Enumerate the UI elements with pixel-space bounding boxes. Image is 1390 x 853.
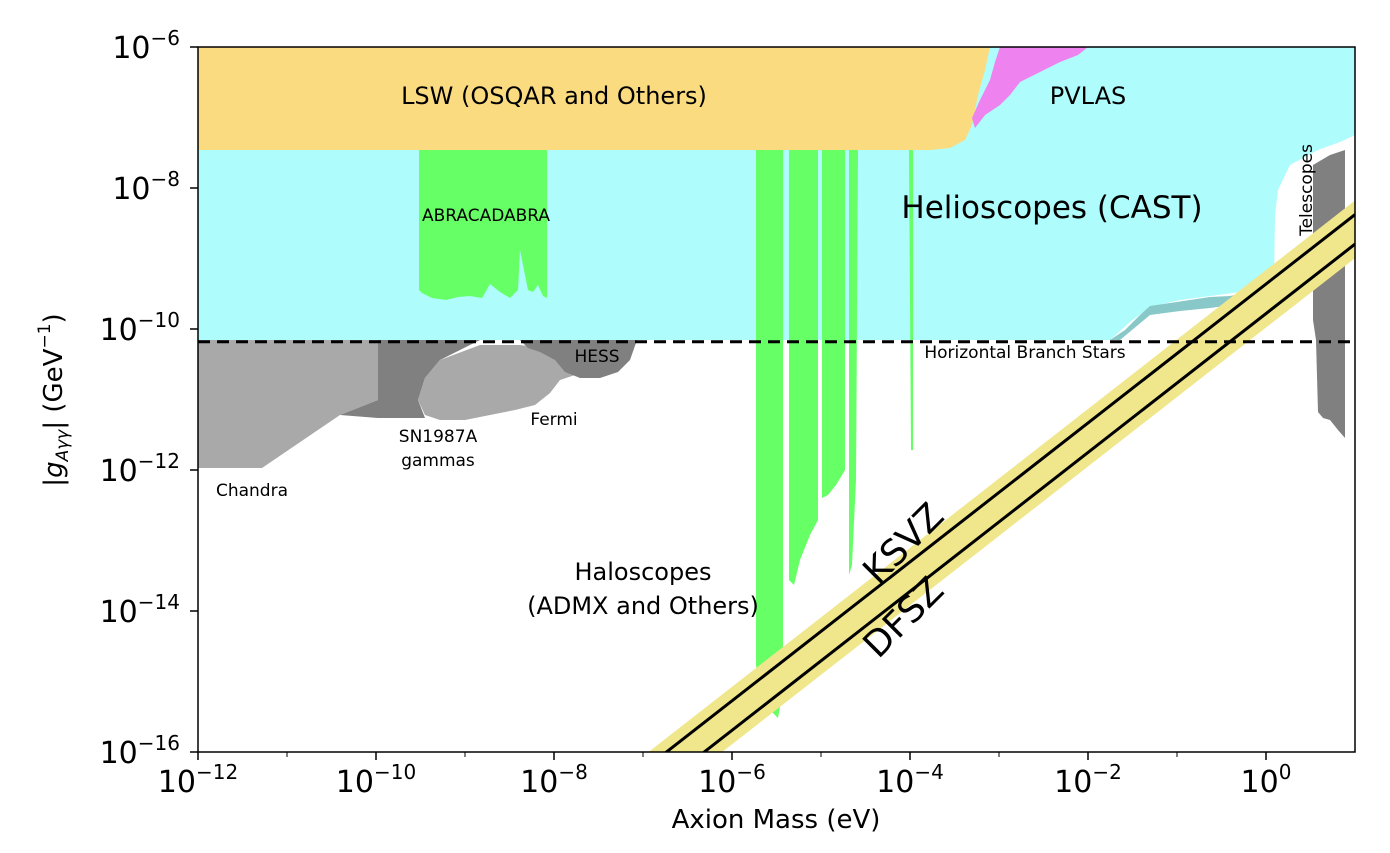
abracadabra-label: ABRACADABRA (422, 206, 550, 226)
y-axis-ticks: 10−16 10−14 10−12 10−10 10−8 10−6 (100, 26, 198, 771)
y-tick-label: 10−8 (112, 167, 180, 207)
y-tick-label: 10−12 (100, 449, 180, 489)
sn1987a-region (340, 340, 480, 418)
chandra-region (198, 340, 378, 468)
y-tick-label: 10−6 (112, 26, 180, 66)
x-axis-title: Axion Mass (eV) (672, 805, 881, 835)
x-tick-label: 100 (1241, 760, 1292, 800)
haloscopes-label-line1: Haloscopes (575, 558, 712, 586)
haloscopes-region (756, 150, 913, 718)
qcd-axion-band (648, 200, 1355, 752)
hess-label: HESS (574, 347, 619, 367)
y-tick-label: 10−10 (100, 308, 180, 348)
x-tick-label: 10−4 (876, 760, 944, 800)
pvlas-region (972, 47, 1088, 128)
lsw-label: LSW (OSQAR and Others) (401, 82, 707, 110)
y-tick-label: 10−14 (100, 590, 180, 630)
hb-label: Horizontal Branch Stars (924, 343, 1125, 363)
regions-layer (198, 47, 1355, 752)
helioscopes-label: Helioscopes (CAST) (901, 190, 1202, 226)
x-axis-ticks: 10−12 10−10 10−8 10−6 10−4 10−2 100 (158, 752, 1292, 800)
x-tick-label: 10−8 (520, 760, 588, 800)
haloscopes-label-line2: (ADMX and Others) (527, 592, 759, 620)
lsw-region (198, 47, 990, 150)
x-tick-label: 10−6 (698, 760, 766, 800)
x-tick-label: 10−12 (158, 760, 238, 800)
chandra-label: Chandra (216, 481, 288, 501)
telescopes-label: Telescopes (1297, 144, 1317, 237)
abracadabra-region (419, 150, 547, 300)
sn1987a-label-line2: gammas (401, 451, 475, 471)
hess-region (520, 340, 637, 378)
ksvz-line (664, 213, 1355, 752)
y-axis-title: |gAγγ| (GeV−1) (35, 313, 73, 486)
pvlas-label: PVLAS (1050, 82, 1126, 110)
telescopes-region (1313, 150, 1345, 438)
y-tick-label: 10−16 (100, 731, 180, 771)
axes-frame (197, 46, 1356, 753)
x-tick-label: 10−2 (1054, 760, 1122, 800)
fermi-label: Fermi (530, 410, 577, 430)
fermi-region (418, 345, 585, 420)
sn1987a-label-line1: SN1987A (399, 427, 478, 447)
dfsz-line (701, 242, 1355, 752)
x-tick-label: 10−10 (336, 760, 416, 800)
